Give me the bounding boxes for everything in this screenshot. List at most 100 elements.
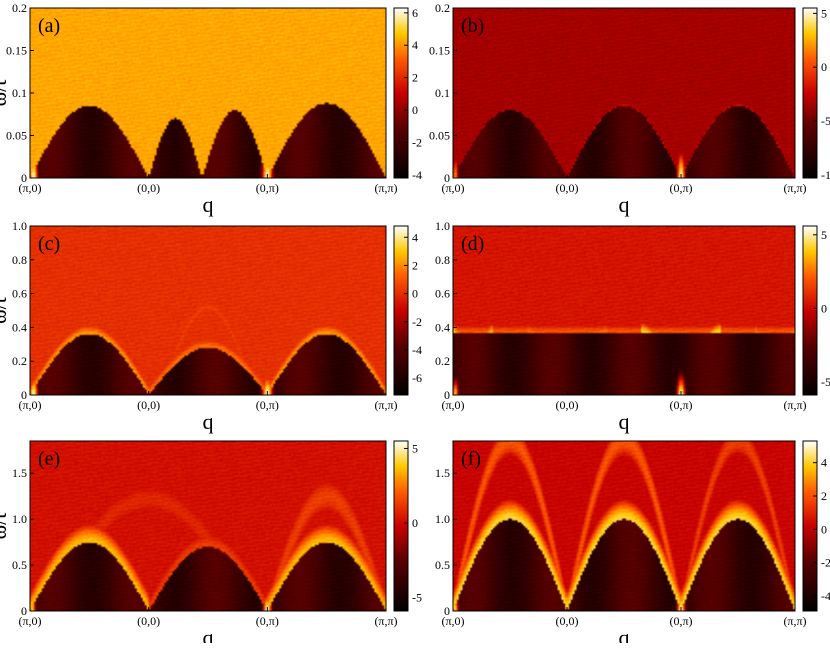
y-tick-label: 0.4 [12,320,27,334]
colorbar-tick-label: -4 [412,343,422,357]
colorbar-tick-label: -4 [412,168,422,182]
heatmap-image [30,441,386,611]
y-tick-label: 0.8 [435,253,450,267]
x-tick-label: (0,π) [256,181,279,195]
y-tick-label: 0.2 [435,1,450,15]
x-tick-label: (0,π) [256,398,279,412]
y-tick-label: 1.0 [435,219,450,233]
colorbar-tick-label: -10 [821,168,830,182]
y-tick-label: 0 [21,604,27,618]
x-tick-label: (π,0) [441,398,464,412]
colorbar-tick-label: -4 [821,589,830,603]
colorbar-tick-label: 0 [821,60,827,74]
x-tick-label: (π,π) [783,181,806,195]
colorbar-tick-label: 0 [821,301,827,315]
x-tick-label: (π,π) [374,398,397,412]
y-tick-label: 0.6 [12,287,27,301]
y-tick-label: 0 [444,171,450,185]
x-tick-label: (0,π) [669,614,692,628]
x-tick-label: (0,0) [137,398,160,412]
panel-e: (e) 0 0.5 1.0 1.5 (π,0) (0,0) (0,π) (π,π) q ω/t -5 0… [0,440,422,648]
y-tick-label: 0.5 [12,558,27,572]
colorbar-tick-label: 2 [412,71,418,85]
x-tick-label: (π,π) [374,181,397,195]
colorbar-tick-label: 2 [412,258,418,272]
heatmap-image [453,8,795,178]
heatmap-image [453,441,795,611]
colorbar-tick-label: 5 [821,6,827,20]
colorbar [802,225,818,396]
y-tick-label: 1.0 [12,219,27,233]
y-tick-label: 0.2 [12,354,27,368]
x-tick-label: (0,0) [556,398,579,412]
panel-c: (c) 0 0.2 0.4 0.6 0.8 1.0 (π,0) (0,0) (0,π) (π,π) q… [0,219,422,434]
x-tick-label: (0,0) [137,614,160,628]
y-axis-label: ω/t [0,297,11,324]
x-tick-label: (0,0) [137,181,160,195]
colorbar-tick-label: -5 [412,591,422,605]
panel-label: (a) [38,15,60,37]
y-tick-label: 0.8 [12,253,27,267]
x-tick-label: (π,π) [783,614,806,628]
x-tick-label: (0,0) [556,614,579,628]
x-tick-label: (0,0) [556,181,579,195]
y-axis-label: ω/t [0,80,11,107]
x-axis-label: q [619,192,630,217]
panel-label: (e) [38,448,60,470]
colorbar-tick-label: 2 [821,489,827,503]
x-tick-label: (π,π) [783,398,806,412]
colorbar-tick-label: 4 [821,456,827,470]
plot-frame [452,225,796,396]
panel-a: (a) 0 0.05 0.1 0.15 0.2 (π,0) (0,0) (0,π) (π,π) q ω… [0,1,422,217]
x-axis-label: q [619,409,630,434]
x-tick-label: (0,π) [669,181,692,195]
x-tick-label: (π,0) [441,181,464,195]
colorbar-tick-label: -2 [412,135,422,149]
colorbar-tick-label: 0 [412,103,418,117]
y-tick-label: 0.2 [12,1,27,15]
y-axis-label: ω/t [0,513,11,540]
panel-f: (f) 0 0.5 1.0 1.5 (π,0) (0,0) (0,π) (π,π) q -4 -2 0 2… [435,440,830,648]
x-tick-label: (0,π) [669,398,692,412]
y-tick-label: 0.2 [435,354,450,368]
y-tick-label: 0.5 [435,558,450,572]
x-axis-label: q [203,409,214,434]
y-tick-label: 0.4 [435,320,450,334]
colorbar-tick-label: 4 [412,38,418,52]
x-tick-label: (π,0) [441,614,464,628]
colorbar-tick-label: -5 [821,375,830,389]
colorbar-tick-label: 0 [412,516,418,530]
x-axis-label: q [203,192,214,217]
colorbar-tick-label: 0 [821,522,827,536]
colorbar [393,440,409,612]
panel-label: (f) [461,448,481,470]
y-tick-label: 1.5 [435,466,450,480]
panel-label: (d) [461,233,484,255]
heatmap-image [453,226,795,395]
colorbar-tick-label: 6 [412,6,418,20]
colorbar-tick-label: -5 [821,114,830,128]
panel-label: (c) [38,233,60,255]
x-axis-label: q [203,625,214,643]
panel-d: (d) 0 0.2 0.4 0.6 0.8 1.0 (π,0) (0,0) (0,π) (π,π) q… [435,219,830,434]
plot-frame [452,440,796,612]
plot-frame [29,225,387,396]
x-tick-label: (π,π) [374,614,397,628]
colorbar-tick-label: 5 [412,441,418,455]
y-tick-label: 1.0 [435,512,450,526]
colorbar [802,7,818,179]
y-tick-label: 0 [444,604,450,618]
y-tick-label: 0.15 [429,44,450,58]
colorbar [393,7,409,179]
x-tick-label: (π,0) [18,181,41,195]
y-tick-label: 0 [21,171,27,185]
colorbar-tick-label: 4 [412,230,418,244]
colorbar-tick-label: 0 [412,287,418,301]
colorbar-tick-label: -2 [412,315,422,329]
colorbar [393,225,409,396]
colorbar-tick-label: 5 [821,228,827,242]
colorbar [802,440,818,612]
colorbar-tick-label: -2 [821,556,830,570]
